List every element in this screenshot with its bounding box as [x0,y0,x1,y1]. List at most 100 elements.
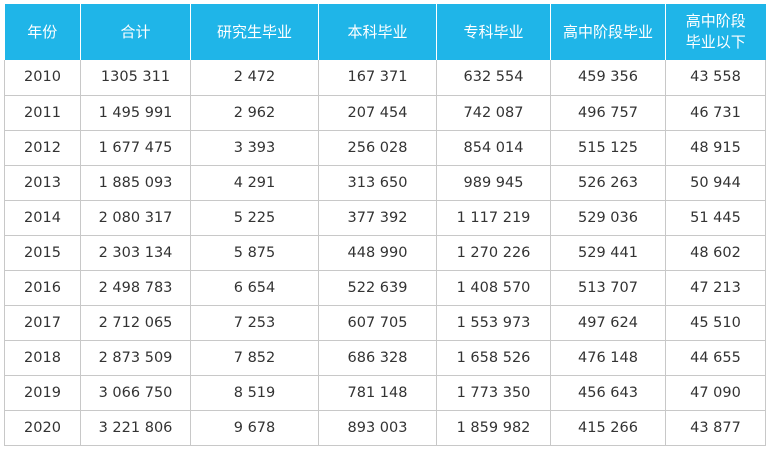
table-cell-year: 2018 [4,340,81,376]
table-cell-junior-college: 1 658 526 [436,340,551,376]
table-cell-bachelor: 686 328 [318,340,437,376]
table-cell-high-school: 529 036 [550,200,666,236]
table-cell-high-school: 515 125 [550,130,666,166]
table-cell-year: 2020 [4,410,81,446]
table-cell-high-school: 513 707 [550,270,666,306]
table-cell-total: 1305 311 [80,60,191,96]
table-cell-postgrad: 7 852 [190,340,319,376]
column-header-postgrad: 研究生毕业 [190,4,319,60]
table-cell-below-high-school: 44 655 [665,340,766,376]
table-cell-below-high-school: 50 944 [665,165,766,201]
table-row: 2010 1305 311 2 472 167 371 632 554 459 356 43… [4,60,766,96]
table-cell-postgrad: 8 519 [190,375,319,411]
table-cell-bachelor: 167 371 [318,60,437,96]
table-cell-junior-college: 1 270 226 [436,235,551,271]
table-cell-total: 2 080 317 [80,200,191,236]
table-cell-total: 3 221 806 [80,410,191,446]
table-cell-postgrad: 3 393 [190,130,319,166]
table-cell-below-high-school: 48 915 [665,130,766,166]
table-cell-year: 2012 [4,130,81,166]
table-cell-junior-college: 1 117 219 [436,200,551,236]
column-header-bachelor: 本科毕业 [318,4,437,60]
table-cell-junior-college: 989 945 [436,165,551,201]
column-header-label: 本科毕业 [347,22,408,41]
column-header-label: 高中阶段 [685,12,746,30]
header-row: 年份 合计 研究生毕业 本科毕业 专科毕业 高中阶段毕业 高中阶段 毕业以下 [4,4,766,60]
table-header: 年份 合计 研究生毕业 本科毕业 专科毕业 高中阶段毕业 高中阶段 毕业以下 [4,4,766,60]
column-header-year: 年份 [4,4,81,60]
table-cell-junior-college: 1 859 982 [436,410,551,446]
table-cell-total: 2 303 134 [80,235,191,271]
table-cell-bachelor: 448 990 [318,235,437,271]
table-cell-year: 2011 [4,95,81,131]
table-cell-bachelor: 893 003 [318,410,437,446]
table-cell-year: 2019 [4,375,81,411]
table-cell-total: 1 495 991 [80,95,191,131]
table-cell-postgrad: 2 962 [190,95,319,131]
table-cell-below-high-school: 46 731 [665,95,766,131]
table-cell-total: 2 712 065 [80,305,191,341]
column-header-label: 研究生毕业 [216,22,292,41]
table-row: 2015 2 303 134 5 875 448 990 1 270 226 529 44… [4,235,766,271]
table-cell-total: 1 885 093 [80,165,191,201]
table-row: 2020 3 221 806 9 678 893 003 1 859 982 415 26… [4,410,766,446]
table-cell-high-school: 459 356 [550,60,666,96]
column-header-label: 专科毕业 [463,22,524,41]
column-header-label: 年份 [27,22,58,41]
data-table: 年份 合计 研究生毕业 本科毕业 专科毕业 高中阶段毕业 高中阶段 毕业以下 2010 1305… [4,4,766,446]
table-cell-junior-college: 1 773 350 [436,375,551,411]
table-cell-below-high-school: 48 602 [665,235,766,271]
table-cell-total: 2 873 509 [80,340,191,376]
table-row: 2011 1 495 991 2 962 207 454 742 087 496 757 4… [4,95,766,131]
table-cell-bachelor: 313 650 [318,165,437,201]
table-row: 2013 1 885 093 4 291 313 650 989 945 526 263 5… [4,165,766,201]
table-cell-below-high-school: 47 090 [665,375,766,411]
table-cell-bachelor: 256 028 [318,130,437,166]
table-row: 2012 1 677 475 3 393 256 028 854 014 515 125 4… [4,130,766,166]
table-cell-high-school: 476 148 [550,340,666,376]
table-cell-high-school: 529 441 [550,235,666,271]
table-cell-below-high-school: 45 510 [665,305,766,341]
column-header-label: 毕业以下 [685,33,746,51]
table-cell-postgrad: 2 472 [190,60,319,96]
table-cell-year: 2017 [4,305,81,341]
table-cell-year: 2010 [4,60,81,96]
table-cell-junior-college: 1 408 570 [436,270,551,306]
table-cell-high-school: 415 266 [550,410,666,446]
table-cell-below-high-school: 47 213 [665,270,766,306]
data-table-container: 年份 合计 研究生毕业 本科毕业 专科毕业 高中阶段毕业 高中阶段 毕业以下 2010 1305… [4,4,766,446]
table-cell-junior-college: 632 554 [436,60,551,96]
table-cell-postgrad: 5 875 [190,235,319,271]
column-header-label: 合计 [120,22,151,41]
column-header-below-high-school: 高中阶段 毕业以下 [665,4,766,60]
table-cell-year: 2015 [4,235,81,271]
table-cell-bachelor: 607 705 [318,305,437,341]
table-cell-bachelor: 522 639 [318,270,437,306]
column-header-high-school: 高中阶段毕业 [550,4,666,60]
table-cell-junior-college: 854 014 [436,130,551,166]
table-cell-year: 2014 [4,200,81,236]
table-cell-total: 2 498 783 [80,270,191,306]
table-cell-postgrad: 4 291 [190,165,319,201]
table-body: 2010 1305 311 2 472 167 371 632 554 459 356 43… [4,60,766,446]
table-row: 2019 3 066 750 8 519 781 148 1 773 350 456 64… [4,375,766,411]
table-cell-year: 2013 [4,165,81,201]
table-cell-total: 3 066 750 [80,375,191,411]
table-row: 2018 2 873 509 7 852 686 328 1 658 526 476 14… [4,340,766,376]
table-cell-total: 1 677 475 [80,130,191,166]
table-cell-high-school: 496 757 [550,95,666,131]
table-cell-postgrad: 7 253 [190,305,319,341]
table-cell-postgrad: 5 225 [190,200,319,236]
table-cell-bachelor: 377 392 [318,200,437,236]
table-cell-bachelor: 207 454 [318,95,437,131]
table-cell-junior-college: 1 553 973 [436,305,551,341]
table-cell-high-school: 497 624 [550,305,666,341]
table-cell-high-school: 456 643 [550,375,666,411]
table-cell-year: 2016 [4,270,81,306]
table-cell-bachelor: 781 148 [318,375,437,411]
column-header-label: 高中阶段毕业 [562,22,653,41]
table-row: 2017 2 712 065 7 253 607 705 1 553 973 497 62… [4,305,766,341]
table-cell-postgrad: 9 678 [190,410,319,446]
table-cell-below-high-school: 43 877 [665,410,766,446]
table-cell-below-high-school: 51 445 [665,200,766,236]
